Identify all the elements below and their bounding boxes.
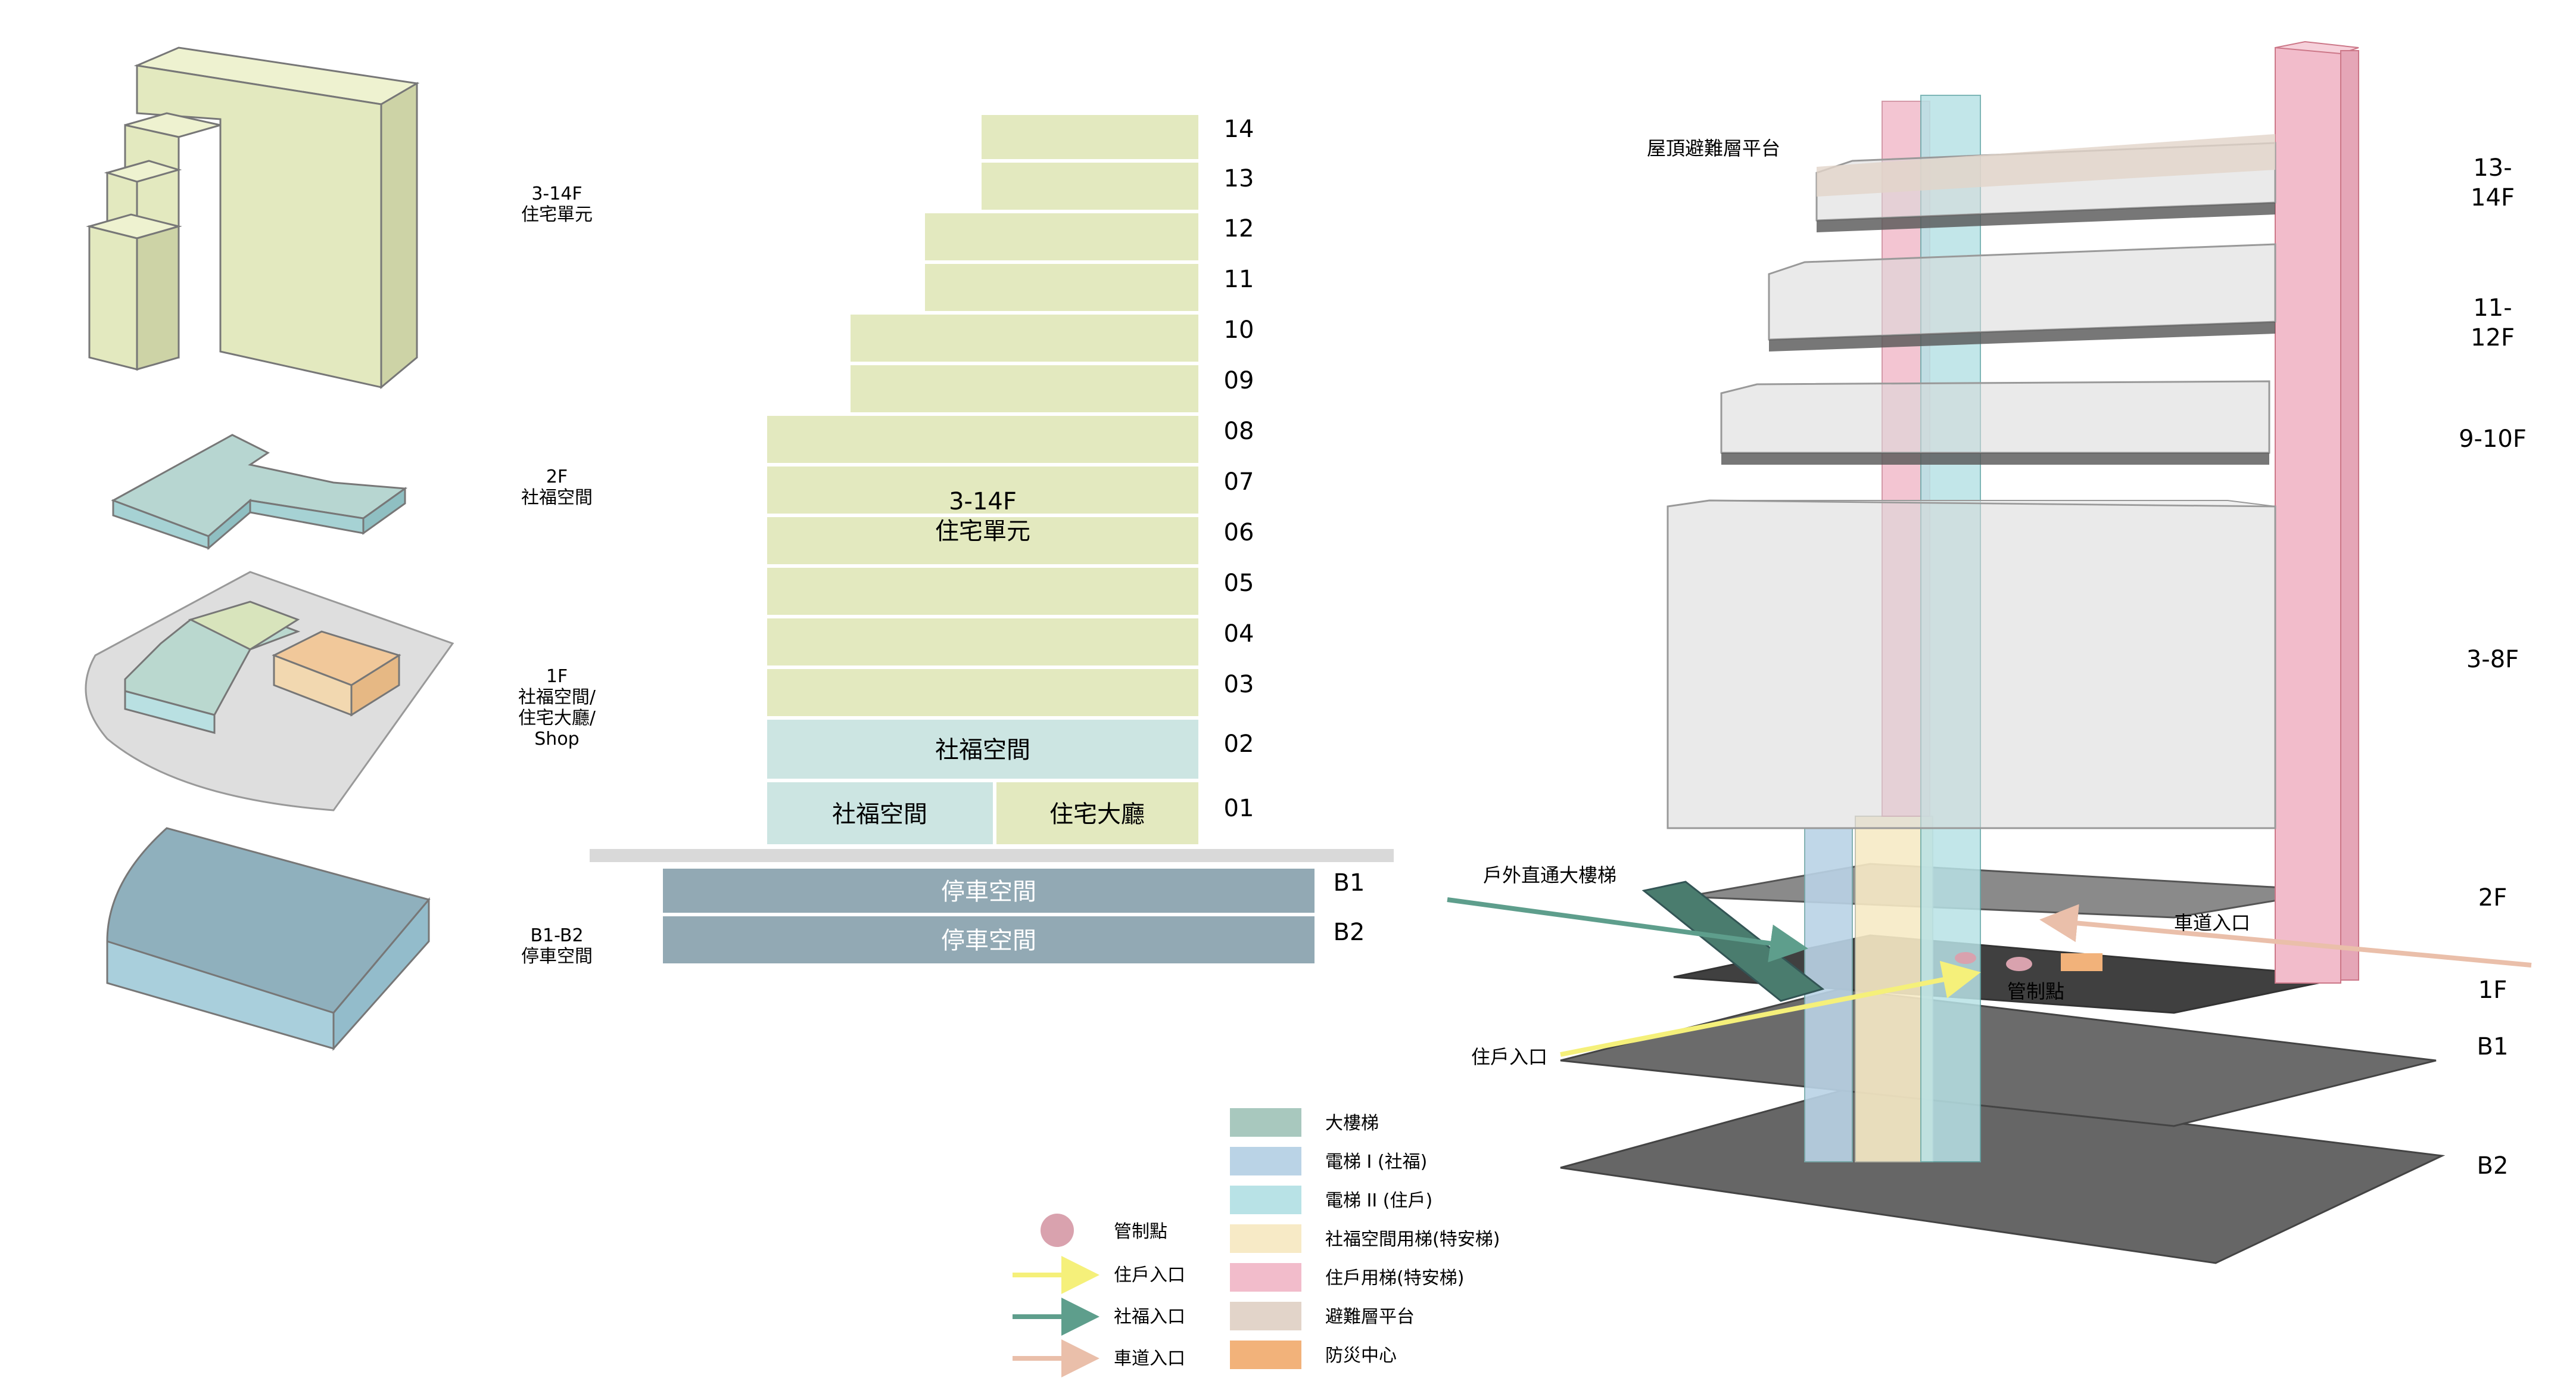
basement-number: B2 xyxy=(1334,919,1365,946)
section-diagram xyxy=(590,111,1394,967)
legend-swatch xyxy=(1230,1263,1301,1292)
section-1f-lobby: 住宅大廳 xyxy=(1049,801,1145,828)
axo-roof-label: 屋頂避難層平台 xyxy=(1647,137,1780,160)
axo-diagram xyxy=(1447,41,2532,1264)
legend-right-label: 避難層平台 xyxy=(1325,1307,1415,1327)
massing-label-1f-line2: 社福空間/ xyxy=(518,687,596,708)
legend-left-label: 車道入口 xyxy=(1114,1348,1185,1369)
axo-resident-label: 住戶入口 xyxy=(1471,1046,1547,1068)
floor-number: 01 xyxy=(1224,795,1254,822)
legend-right-label: 社福空間用梯(特安梯) xyxy=(1325,1229,1500,1250)
legend-right-label: 大樓梯 xyxy=(1325,1113,1379,1134)
level-label: 12F xyxy=(2471,324,2515,352)
floor-number: 07 xyxy=(1224,468,1254,496)
basement-number: B1 xyxy=(1334,869,1365,897)
section-b1-parking: 停車空間 xyxy=(941,878,1036,906)
level-label: 14F xyxy=(2471,184,2515,212)
section-1f-social: 社福空間 xyxy=(832,801,927,828)
axo-ramp-label: 車道入口 xyxy=(2174,912,2250,934)
legend-right-label: 住戶用梯(特安梯) xyxy=(1325,1268,1464,1289)
massing-label-3-14f-line1: 3-14F xyxy=(531,184,582,204)
legend-swatch xyxy=(1230,1147,1301,1175)
massing-2f xyxy=(111,434,408,551)
axo-stair-label: 戶外直通大樓梯 xyxy=(1483,864,1616,887)
floor-number: 06 xyxy=(1224,519,1254,546)
legend-swatch xyxy=(1230,1186,1301,1214)
massing-label-1f-line4: Shop xyxy=(534,729,579,749)
floor-number: 04 xyxy=(1224,620,1254,648)
massing-label-b1-b2-line1: B1-B2 xyxy=(530,925,583,946)
floor-number: 09 xyxy=(1224,367,1254,394)
level-label: 3-8F xyxy=(2466,646,2519,673)
legend-swatch xyxy=(1230,1302,1301,1330)
section-residential-title: 3-14F xyxy=(949,488,1017,515)
section-b2-parking: 停車空間 xyxy=(941,927,1036,954)
legend-right-label: 防災中心 xyxy=(1325,1345,1397,1366)
massing-label-1f-line3: 住宅大廳/ xyxy=(518,708,596,729)
massing-label-3-14f-line2: 住宅單元 xyxy=(521,204,593,225)
legend-swatch xyxy=(1230,1224,1301,1253)
axo-level-labels: 13- 14F 11- 12F 9-10F 3-8F 2F 1F B1 B2 xyxy=(2459,154,2527,1180)
legend-swatch xyxy=(1230,1341,1301,1369)
legend-left-label: 住戶入口 xyxy=(1114,1265,1185,1286)
floor-number: 10 xyxy=(1224,316,1254,344)
legend-right-label: 電梯 II (住戶) xyxy=(1325,1190,1432,1211)
floor-number: 03 xyxy=(1224,671,1254,698)
floor-number: 13 xyxy=(1224,165,1254,192)
legend-right: 大樓梯 電梯 I (社福) 電梯 II (住戶) 社福空間用梯(特安梯) 住戶用… xyxy=(1230,1108,1500,1369)
massing-1f xyxy=(85,571,454,811)
control-point-icon xyxy=(1041,1214,1074,1247)
level-label: 1F xyxy=(2478,976,2507,1004)
level-label: 13- xyxy=(2473,154,2512,182)
floor-number: 14 xyxy=(1224,116,1254,143)
level-label: B1 xyxy=(2477,1033,2509,1060)
section-2f-social: 社福空間 xyxy=(935,736,1030,764)
axo-control-label: 管制點 xyxy=(2007,980,2064,1003)
legend: 管制點 住戶入口 社福入口 車道入口 大樓梯 電梯 I (社福) 電梯 II (… xyxy=(1013,1108,1500,1377)
legend-left: 管制點 住戶入口 社福入口 車道入口 xyxy=(1013,1214,1185,1377)
legend-swatch xyxy=(1230,1108,1301,1137)
legend-left-label: 社福入口 xyxy=(1114,1307,1185,1327)
floor-number: 11 xyxy=(1224,266,1254,293)
massing-label-2f-line2: 社福空間 xyxy=(521,487,593,508)
massing-b1-b2 xyxy=(106,827,431,1051)
floor-number: 02 xyxy=(1224,730,1254,758)
massing-label-1f-line1: 1F xyxy=(546,666,568,687)
floor-number: 05 xyxy=(1224,570,1254,597)
level-label: 9-10F xyxy=(2459,425,2527,453)
massing-3-14f xyxy=(86,46,420,390)
level-label: B2 xyxy=(2477,1152,2509,1180)
level-label: 11- xyxy=(2473,294,2512,322)
floor-number: 08 xyxy=(1224,418,1254,445)
legend-left-label: 管制點 xyxy=(1114,1221,1167,1242)
massing-label-b1-b2-line2: 停車空間 xyxy=(521,946,593,967)
section-residential-subtitle: 住宅單元 xyxy=(935,518,1030,545)
floor-number: 12 xyxy=(1224,215,1254,242)
legend-right-label: 電梯 I (社福) xyxy=(1325,1152,1427,1172)
massing-label-2f-line1: 2F xyxy=(546,466,568,487)
section-floor-numbers: 14 13 12 11 10 09 08 07 06 05 04 03 02 0… xyxy=(1224,116,1365,946)
level-label: 2F xyxy=(2478,884,2507,912)
